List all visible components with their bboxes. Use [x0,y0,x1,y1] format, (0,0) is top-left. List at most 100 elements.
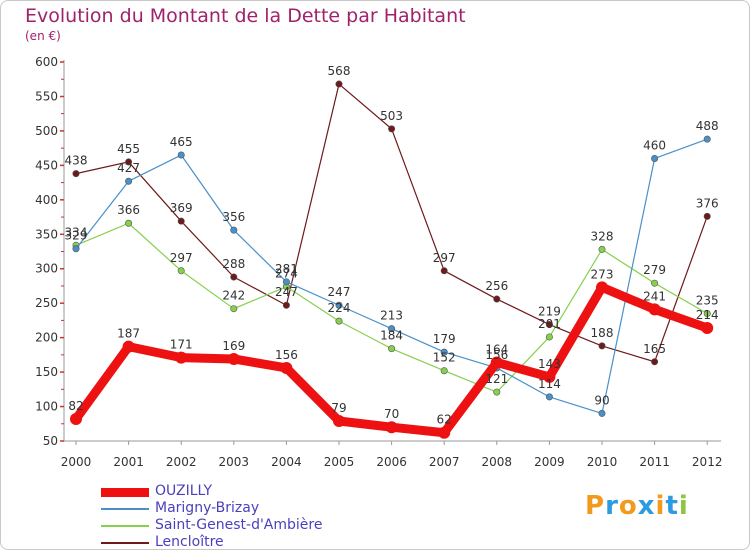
data-point-marigny-brizay [440,348,448,356]
legend-label: Saint-Genest-d'Ambière [155,517,323,533]
data-point-ouzilly [596,281,608,294]
data-label-lencloitre: 568 [328,64,351,78]
x-tick-label: 2004 [271,455,302,469]
data-label-marigny-brizay: 156 [485,348,508,362]
data-label-marigny-brizay: 114 [538,377,561,391]
data-point-lencloitre [230,273,238,281]
y-tick-label: 50 [43,434,58,448]
data-label-lencloitre: 297 [433,251,456,265]
data-point-lencloitre [493,295,501,303]
x-tick-label: 2010 [587,455,618,469]
series-line-saint-genest-d-ambiere [75,222,708,393]
logo-letter: o [618,491,638,521]
data-point-saint-genest-d-ambiere [703,310,711,318]
logo-letter: t [665,491,679,521]
data-point-marigny-brizay [230,226,238,234]
x-tick-label: 2012 [692,455,723,469]
data-point-marigny-brizay [598,409,606,417]
data-point-ouzilly [333,415,345,428]
data-point-saint-genest-d-ambiere [177,267,185,275]
data-point-saint-genest-d-ambiere [440,367,448,375]
data-point-ouzilly [70,412,82,425]
data-label-saint-genest-d-ambiere: 201 [538,317,561,331]
data-point-marigny-brizay [335,301,343,309]
y-tick-label: 100 [35,400,58,414]
data-label-ouzilly: 70 [384,407,399,421]
legend-label: OUZILLY [155,483,213,499]
data-label-saint-genest-d-ambiere: 334 [65,225,88,239]
data-label-ouzilly: 62 [437,413,452,427]
y-tick-label: 450 [35,158,58,172]
data-label-lencloitre: 165 [643,342,666,356]
data-label-saint-genest-d-ambiere: 328 [591,229,614,243]
x-tick-label: 2003 [219,455,250,469]
data-label-ouzilly: 169 [222,339,245,353]
data-point-ouzilly [175,351,188,364]
data-label-marigny-brizay: 427 [117,161,140,175]
legend-label: Marigny-Brizay [155,500,260,516]
data-point-marigny-brizay [651,154,659,162]
data-point-marigny-brizay [125,177,133,185]
data-label-saint-genest-d-ambiere: 297 [170,251,193,265]
x-tick-label: 2007 [429,455,460,469]
y-tick-label: 600 [35,55,58,69]
data-label-ouzilly: 82 [68,399,83,413]
data-label-marigny-brizay: 329 [65,229,88,243]
data-point-lencloitre [335,80,343,88]
legend-label: Lencloître [155,534,224,550]
logo-letter: P [585,491,606,521]
data-point-lencloitre [177,217,185,225]
data-point-ouzilly [227,352,240,365]
y-tick-label: 250 [35,296,58,310]
data-label-saint-genest-d-ambiere: 235 [696,294,719,308]
x-tick-label: 2006 [376,455,407,469]
data-label-ouzilly: 156 [275,348,298,362]
data-label-marigny-brizay: 247 [328,285,351,299]
data-point-ouzilly [543,370,556,383]
data-point-ouzilly [280,361,293,374]
data-point-saint-genest-d-ambiere [545,333,553,341]
data-point-marigny-brizay [388,325,396,333]
data-label-ouzilly: 164 [485,342,508,356]
data-label-marigny-brizay: 90 [594,393,609,407]
logo-letter: x [637,491,656,521]
data-point-marigny-brizay [72,245,80,253]
y-tick-label: 200 [35,331,58,345]
y-tick-label: 400 [35,193,58,207]
data-point-ouzilly [701,321,714,334]
data-point-lencloitre [598,342,606,350]
data-point-marigny-brizay [545,393,553,401]
data-label-marigny-brizay: 460 [643,138,666,152]
x-tick-label: 2001 [113,455,144,469]
proxiti-logo: Proxiti [585,491,689,521]
data-point-marigny-brizay [282,278,290,286]
data-label-marigny-brizay: 488 [696,119,719,133]
legend-swatch [101,508,149,510]
data-point-saint-genest-d-ambiere [598,245,606,253]
data-point-ouzilly [438,426,451,439]
x-tick-label: 2005 [324,455,355,469]
data-label-saint-genest-d-ambiere: 152 [433,351,456,365]
y-tick-label: 150 [35,365,58,379]
data-label-ouzilly: 273 [591,267,614,281]
legend-swatch [101,487,149,497]
x-tick-label: 2000 [61,455,92,469]
data-label-lencloitre: 455 [117,142,140,156]
y-tick-label: 550 [35,89,58,103]
data-label-lencloitre: 247 [275,285,298,299]
data-label-lencloitre: 438 [65,154,88,168]
logo-letter: i [678,491,689,521]
data-point-lencloitre [651,358,659,366]
data-point-ouzilly [490,356,503,369]
data-point-lencloitre [388,125,396,133]
data-point-ouzilly [648,303,661,316]
data-label-ouzilly: 241 [643,289,666,303]
data-point-saint-genest-d-ambiere [388,345,396,353]
data-label-ouzilly: 214 [696,308,719,322]
data-label-marigny-brizay: 356 [222,210,245,224]
data-point-lencloitre [440,267,448,275]
data-point-lencloitre [282,301,290,309]
data-point-saint-genest-d-ambiere [230,305,238,313]
